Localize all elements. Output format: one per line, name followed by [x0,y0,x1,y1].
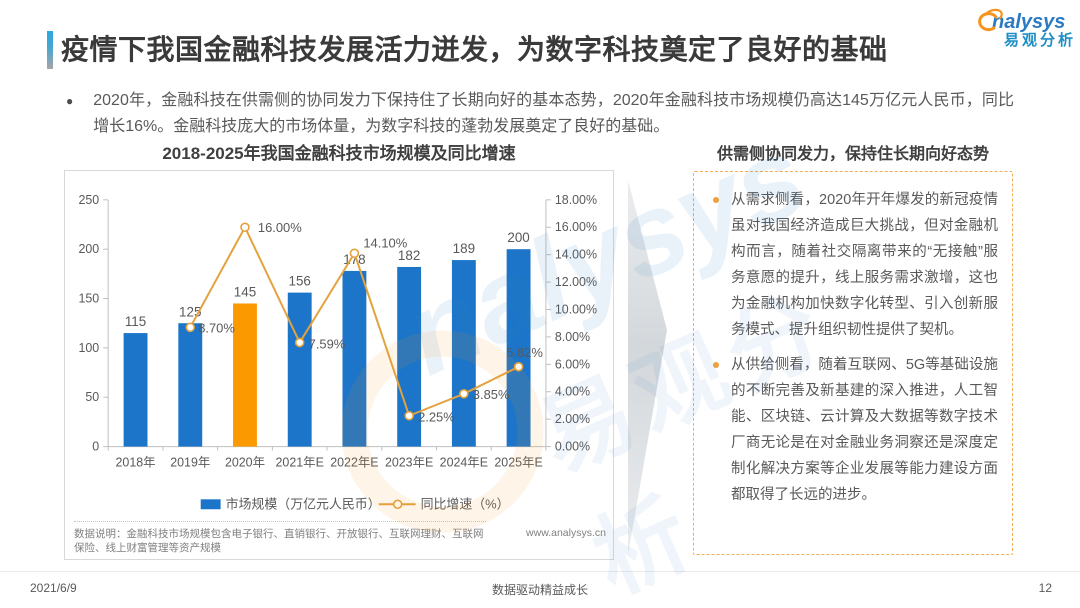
x-axis-label: 2022年E [330,455,378,469]
right-axis-tick-label: 8.00% [555,330,590,344]
chart-data-note: 数据说明：金融科技市场规模包含电子银行、直销银行、开放银行、互联网理财、互联网保… [74,521,486,555]
source-site-link[interactable]: www.analysys.cn [526,527,606,539]
legend-line-marker [392,499,403,510]
market-size-growth-chart: 250 200 150 100 50 0 18.00% 16.00% 14.00% 12.00% 1… [64,170,614,560]
line-marker [459,389,469,399]
bar-value-label: 145 [234,285,256,300]
right-axis-tick-label: 4.00% [555,385,590,399]
bar-value-label: 115 [125,314,146,329]
orange-bullet-icon [713,197,719,203]
bar-value-label: 182 [398,248,420,263]
logo-brand-text: nalysys [992,11,1066,33]
x-axis-label: 2020年 [225,455,265,469]
bar [123,333,148,447]
logo-brand-cn-text: 易观分析 [1004,32,1077,49]
analysys-logo: nalysys 易观分析 [978,8,1078,49]
x-axis-label: 2023年E [385,455,433,469]
right-axis-tick-label: 2.00% [555,412,590,426]
insight-item-demand: 从需求侧看，2020年开年爆发的新冠疫情虽对我国经济造成巨大挑战，但对金融机构而… [710,187,998,343]
left-axis-tick-label: 150 [79,292,100,306]
orange-bullet-icon [713,362,719,368]
growth-point-label: 5.82% [506,345,543,360]
line-marker [349,248,360,259]
x-axis-label: 2019年 [170,455,210,469]
page-number: 12 [1038,581,1052,595]
analysys-swirl-icon [978,8,1003,32]
transition-arrow-icon [628,180,667,555]
growth-point-label: 14.10% [363,235,407,250]
x-axis-label: 2018年 [116,455,156,469]
right-axis-tick-label: 6.00% [555,357,590,371]
left-axis-tick-label: 250 [79,193,100,207]
growth-point-label: 2.25% [418,410,455,425]
x-axis-label: 2024年E [440,455,488,469]
chart-title: 2018-2025年我国金融科技市场规模及同比增速 [162,144,516,163]
legend-line-label: 同比增速（%） [421,496,510,511]
intro-text: 2020年，金融科技在供需侧的协同发力下保持住了长期向好的基本态势，2020年金… [93,92,1014,135]
insight-text: 从供给侧看，随着互联网、5G等基础设施的不断完善及新基建的深入推进，人工智能、区… [731,357,998,503]
right-axis-tick-label: 12.00% [555,275,597,289]
growth-point-label: 8.70% [198,320,235,335]
insight-item-supply: 从供给侧看，随着互联网、5G等基础设施的不断完善及新基建的深入推进，人工智能、区… [710,352,998,508]
title-accent-bar [47,31,53,69]
line-marker [294,337,305,348]
line-marker [404,410,414,421]
left-axis-tick-label: 50 [85,390,99,404]
x-axis-label: 2021年E [276,455,324,469]
x-axis-label: 2025年E [494,455,542,469]
intro-paragraph: ● 2020年，金融科技在供需侧的协同发力下保持住了长期向好的基本态势，2020… [66,88,1014,140]
line-marker [240,222,250,233]
growth-point-label: 3.85% [473,387,510,402]
right-panel-title: 供需侧协同发力，保持住长期向好态势 [716,146,989,163]
left-axis-tick-label: 100 [79,341,100,355]
right-axis-tick-label: 10.00% [555,302,597,316]
bar-value-label: 156 [288,274,310,289]
bar [342,270,367,447]
line-marker [513,362,524,372]
bar [287,292,312,447]
legend-bar-swatch [200,499,221,510]
left-axis-tick-label: 200 [79,242,100,256]
bar-value-label: 189 [453,241,475,256]
bar [233,303,257,447]
bar [451,260,476,447]
right-axis-tick-label: 16.00% [555,220,597,234]
footer-slogan: 数据驱动精益成长 [491,583,588,597]
right-axis-tick-label: 18.00% [555,193,597,207]
bar [178,323,203,447]
footer-date: 2021/6/9 [30,581,77,595]
right-axis-tick-label: 14.00% [555,248,597,262]
bar [506,249,531,447]
insight-text: 从需求侧看，2020年开年爆发的新冠疫情虽对我国经济造成巨大挑战，但对金融机构而… [731,192,998,338]
legend-bar-label: 市场规模（万亿元人民币） [226,496,381,511]
insight-list: 从需求侧看，2020年开年爆发的新冠疫情虽对我国经济造成巨大挑战，但对金融机构而… [710,187,998,508]
line-marker [185,322,196,333]
bullet-icon: ● [66,94,74,108]
page-title: 疫情下我国金融科技发展活力迸发，为数字科技奠定了良好的基础 [61,34,888,65]
insight-panel: 从需求侧看，2020年开年爆发的新冠疫情虽对我国经济造成巨大挑战，但对金融机构而… [693,171,1013,555]
growth-point-label: 16.00% [258,220,302,235]
bar-value-label: 200 [507,230,529,245]
right-axis-tick-label: 0.00% [555,440,590,454]
left-axis-tick-label: 0 [92,440,99,454]
growth-point-label: 7.59% [309,337,346,352]
slide-footer: 2021/6/9 数据驱动精益成长 12 [0,571,1080,597]
bar [397,266,422,447]
